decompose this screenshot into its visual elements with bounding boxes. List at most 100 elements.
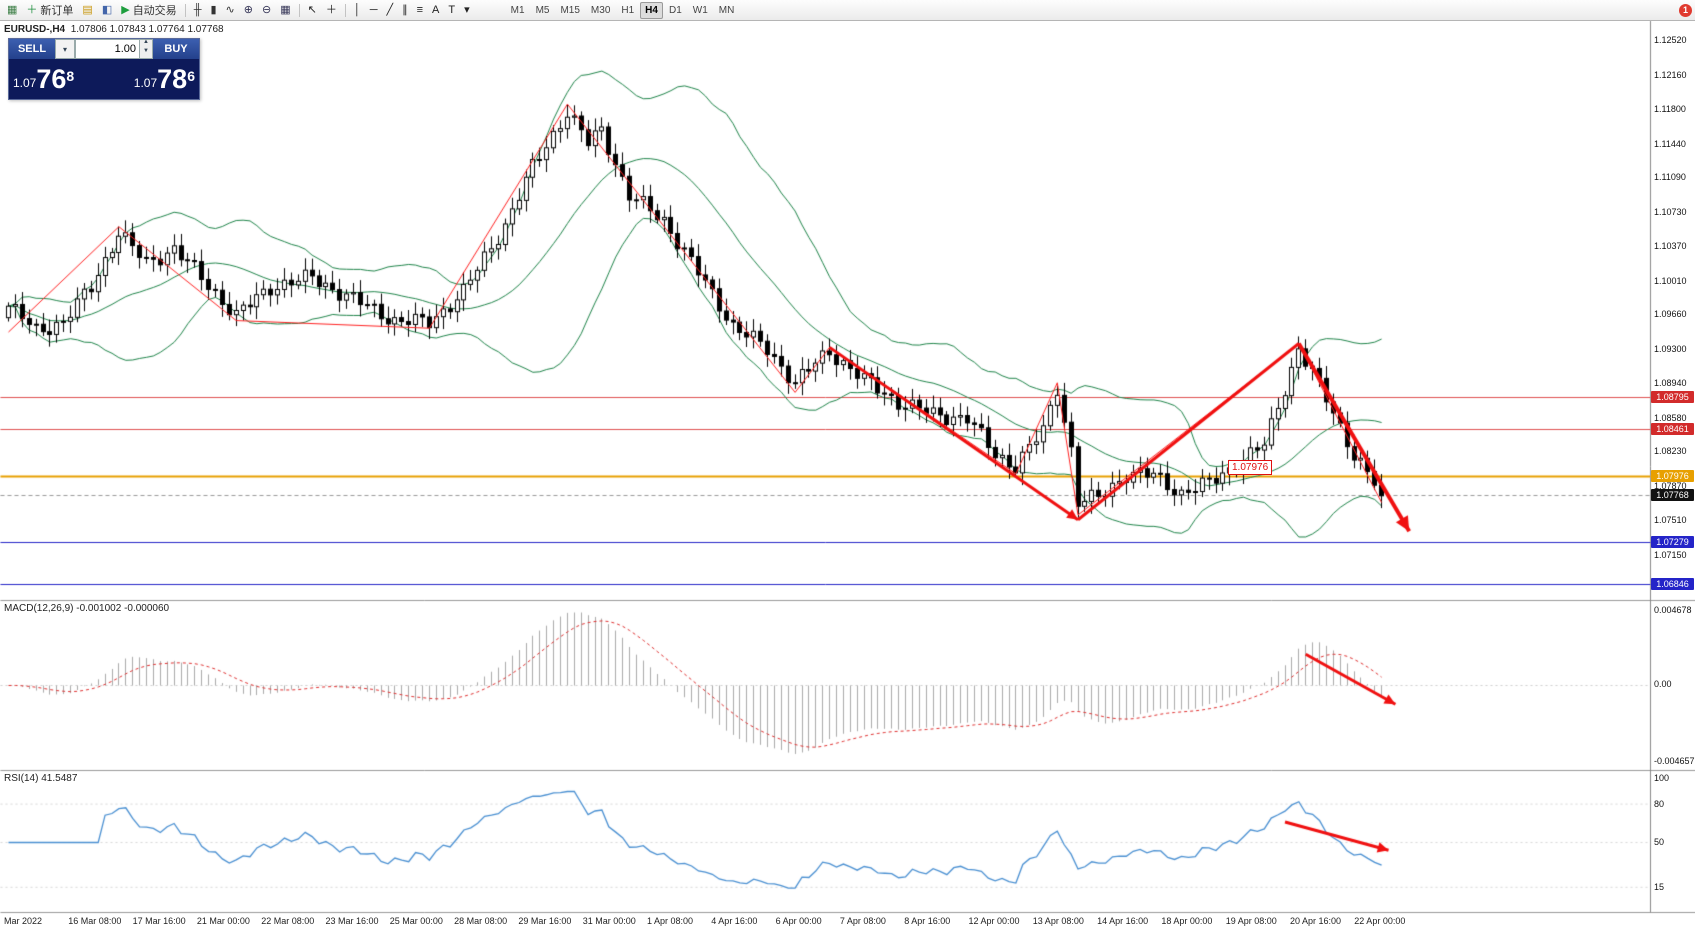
notification-icon[interactable]: 1 — [1679, 3, 1692, 17]
vertical-line-icon: │ — [353, 3, 361, 16]
charts-grid-icon: ▦ — [7, 3, 18, 16]
price-tick: 1.10730 — [1654, 206, 1687, 217]
cursor-icon[interactable]: ↖ — [304, 1, 321, 20]
crosshair-icon: ＋ — [325, 3, 337, 16]
price-tick: 1.07150 — [1654, 549, 1687, 560]
time-tick: 4 Apr 16:00 — [711, 916, 758, 926]
buy-price-big: 78 — [157, 64, 188, 94]
time-tick: 12 Apr 00:00 — [968, 916, 1020, 926]
price-tag-1.08461: 1.08461 — [1651, 423, 1694, 436]
price-tick: 1.07870 — [1654, 480, 1687, 491]
crosshair-icon[interactable]: ＋ — [322, 1, 341, 20]
time-tick: 20 Apr 16:00 — [1290, 916, 1342, 926]
buy-price-sup: 6 — [187, 68, 195, 84]
buy-price-prefix: 1.07 — [133, 76, 158, 90]
rsi-axis-100: 100 — [1654, 773, 1670, 783]
sell-button[interactable]: SELL — [9, 39, 55, 59]
time-tick: 7 Apr 08:00 — [839, 916, 886, 926]
buy-price[interactable]: 1.07 78 6 — [134, 64, 195, 94]
timeframe-w1[interactable]: W1 — [692, 4, 708, 16]
timeframe-m15[interactable]: M15 — [560, 4, 580, 16]
sell-price-sup: 8 — [66, 68, 75, 84]
shapes-dropdown-icon[interactable]: ▾ — [460, 1, 474, 20]
time-tick: 8 Apr 16:00 — [904, 916, 951, 926]
navigator-icon[interactable]: ◧ — [98, 1, 116, 20]
timeframe-h4[interactable]: H4 — [640, 1, 663, 19]
navigator-icon: ◧ — [101, 3, 113, 16]
buy-button[interactable]: BUY — [153, 39, 199, 59]
macd-label: MACD(12,26,9) -0.001002 -0.000060 — [4, 603, 170, 614]
time-tick: 1 Apr 08:00 — [647, 916, 694, 926]
tile-windows-icon[interactable]: ▦ — [276, 1, 294, 20]
ohlc-values: 1.07806 1.07843 1.07764 1.07768 — [70, 24, 224, 35]
zoom-out-icon: ⊖ — [261, 3, 272, 16]
price-tag-1.08795: 1.08795 — [1651, 391, 1694, 404]
vertical-line-icon[interactable]: │ — [350, 1, 365, 20]
zoom-out-icon[interactable]: ⊖ — [258, 1, 275, 20]
time-tick: 29 Mar 16:00 — [518, 916, 572, 926]
price-tag-1.07279: 1.07279 — [1651, 536, 1694, 549]
autotrading-button[interactable]: ▶ 自动交易 — [117, 1, 180, 20]
price-tick: 1.12160 — [1654, 69, 1687, 80]
rsi-label: RSI(14) 41.5487 — [4, 773, 78, 784]
fibonacci-icon: ≡ — [416, 3, 424, 16]
channel-icon[interactable]: ∥ — [398, 1, 412, 20]
price-tick: 1.11090 — [1654, 172, 1686, 183]
charts-grid-icon[interactable]: ▦ — [3, 1, 21, 20]
toolbar-separator — [184, 3, 186, 17]
volume-up-icon[interactable]: ▲ — [143, 39, 149, 45]
timeframe-mn[interactable]: MN — [718, 4, 735, 16]
price-tag-1.06846: 1.06846 — [1651, 577, 1694, 590]
time-tick: 18 Apr 00:00 — [1161, 916, 1213, 926]
bar-chart-icon[interactable]: ╫ — [190, 1, 206, 20]
market-watch-icon[interactable]: ▤ — [78, 1, 96, 20]
sell-price[interactable]: 1.07 76 8 — [13, 64, 74, 94]
zoom-in-icon: ⊕ — [243, 3, 253, 16]
market-watch-icon: ▤ — [82, 3, 93, 16]
price-tag-1.07976: 1.07976 — [1651, 469, 1694, 482]
time-tick: 22 Apr 00:00 — [1354, 916, 1406, 926]
price-tick: 1.10010 — [1654, 275, 1687, 286]
timeframe-m5[interactable]: M5 — [535, 4, 550, 16]
text-label-icon[interactable]: T — [444, 1, 459, 20]
time-tick: 19 Apr 08:00 — [1225, 916, 1277, 926]
text-icon[interactable]: A — [428, 1, 443, 20]
timeframe-m1[interactable]: M1 — [510, 4, 525, 16]
time-tick: 13 Apr 08:00 — [1032, 916, 1084, 926]
new-order-button[interactable]: ＋新订单 — [22, 1, 77, 20]
rsi-axis-15: 15 — [1654, 881, 1665, 892]
price-tick: 1.11440 — [1654, 138, 1686, 149]
new-order-icon: ＋ — [26, 3, 38, 16]
price-tick: 1.08940 — [1654, 378, 1687, 389]
price-tick: 1.11800 — [1654, 104, 1686, 115]
time-tick: 22 Mar 08:00 — [261, 916, 315, 926]
macd-axis-max: 0.004678 — [1654, 605, 1692, 615]
horizontal-line-icon[interactable]: ─ — [366, 1, 382, 20]
volume-stepper[interactable]: ▲ ▼ — [140, 39, 153, 59]
price-tick: 1.07510 — [1654, 515, 1687, 526]
bar-chart-icon: ╫ — [193, 3, 202, 16]
channel-icon: ∥ — [402, 3, 408, 16]
text-icon: A — [432, 3, 440, 16]
timeframe-h1[interactable]: H1 — [621, 4, 635, 16]
volume-input[interactable]: 1.00 — [75, 39, 140, 59]
timeframe-d1[interactable]: D1 — [668, 4, 682, 16]
horizontal-line-icon: ─ — [369, 3, 378, 16]
candlestick-chart-icon[interactable]: ▮ — [206, 1, 220, 20]
sell-price-prefix: 1.07 — [13, 76, 37, 90]
timeframe-m30[interactable]: M30 — [590, 4, 611, 16]
line-chart-icon[interactable]: ∿ — [222, 1, 239, 20]
zoom-in-icon[interactable]: ⊕ — [240, 1, 257, 20]
trendline-icon[interactable]: ╱ — [383, 1, 398, 20]
volume-down-icon[interactable]: ▼ — [143, 48, 149, 54]
volume-dropdown-caret[interactable]: ▾ — [55, 39, 75, 59]
time-tick: 25 Mar 00:00 — [389, 916, 443, 926]
price-tick: 1.09660 — [1654, 309, 1687, 320]
time-tick: 14 Apr 16:00 — [1097, 916, 1149, 926]
fibonacci-icon[interactable]: ≡ — [413, 1, 427, 20]
price-level-callout[interactable]: 1.07976 — [1228, 459, 1273, 475]
rsi-axis-80: 80 — [1654, 798, 1665, 809]
new-order-button-label: 新订单 — [40, 5, 74, 17]
toolbar-separator — [298, 3, 300, 17]
